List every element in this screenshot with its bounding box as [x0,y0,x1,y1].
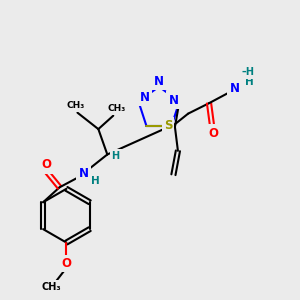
Text: O: O [41,158,51,171]
Text: N: N [140,91,149,103]
Text: S: S [164,119,172,132]
Text: N: N [154,75,164,88]
Text: O: O [208,127,218,140]
Text: N: N [78,167,88,180]
Text: N: N [168,94,178,106]
Text: H: H [112,151,120,161]
Text: H: H [245,77,254,87]
Text: N: N [230,82,239,95]
Text: –H: –H [241,67,254,77]
Text: CH₃: CH₃ [42,282,61,292]
Text: H: H [91,176,100,186]
Text: O: O [61,257,71,270]
Text: CH₃: CH₃ [67,101,85,110]
Text: CH₃: CH₃ [107,104,125,113]
